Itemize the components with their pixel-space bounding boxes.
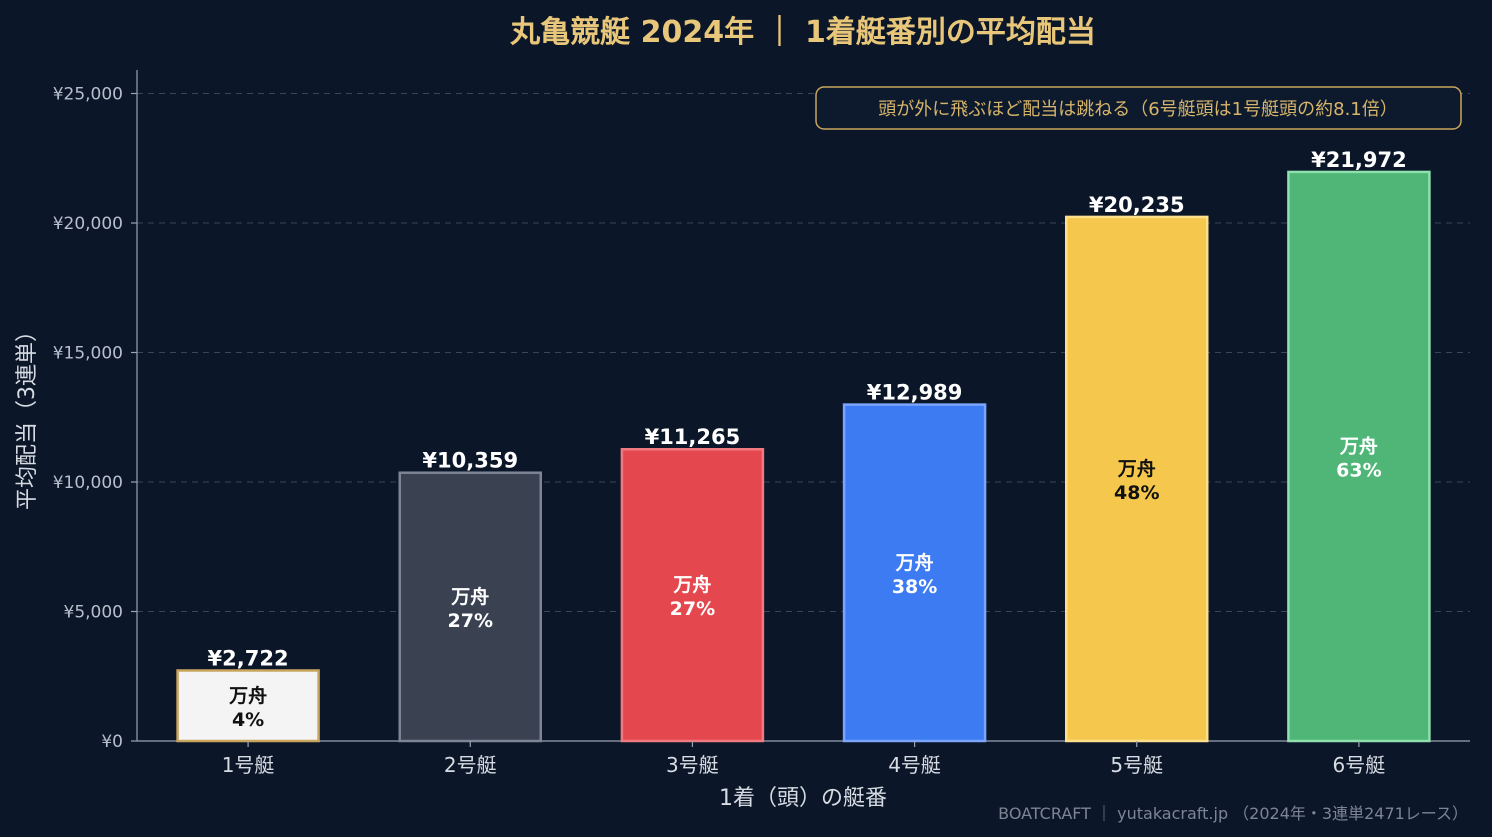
value-label: ¥2,722 (208, 647, 289, 671)
value-label: ¥21,972 (1311, 148, 1407, 172)
manshu-label: 万舟 (672, 573, 711, 596)
manshu-rate: 27% (448, 610, 493, 632)
x-axis-ticks: 1号艇 2号艇 3号艇 4号艇 5号艇 6号艇 (222, 741, 1386, 777)
value-label: ¥11,265 (645, 425, 741, 449)
x-tick-label: 2号艇 (444, 753, 497, 777)
manshu-label: 万舟 (1117, 457, 1156, 480)
value-label: ¥12,989 (867, 381, 963, 405)
bar (620, 447, 765, 743)
gridlines (137, 93, 1470, 612)
x-tick-label: 5号艇 (1110, 753, 1163, 777)
bar (1065, 215, 1209, 743)
x-tick-label: 3号艇 (666, 753, 719, 777)
manshu-rate: 27% (670, 598, 715, 620)
annotation-text: 頭が外に飛ぶほど配当は跳ねる（6号艇頭は1号艇頭の約8.1倍） (878, 99, 1398, 120)
x-tick-label: 4号艇 (888, 753, 941, 777)
y-tick-label: ¥0 (101, 732, 123, 752)
y-axis-ticks: ¥0 ¥5,000 ¥10,000 ¥15,000 ¥20,000 ¥25,000 (53, 85, 137, 752)
value-label: ¥10,359 (422, 449, 518, 473)
source-credit: BOATCRAFT ｜ yutakacraft.jp （2024年・3連単247… (998, 804, 1468, 823)
manshu-label: 万舟 (450, 585, 489, 608)
manshu-rate: 4% (232, 709, 264, 731)
manshu-rate: 63% (1336, 459, 1381, 481)
manshu-rate: 38% (892, 576, 937, 598)
x-tick-label: 1号艇 (222, 753, 275, 777)
y-tick-label: ¥10,000 (53, 473, 123, 493)
y-axis-title: 平均配当（3連単） (15, 320, 40, 510)
bar (398, 471, 542, 743)
y-tick-label: ¥20,000 (53, 214, 123, 234)
bar (1287, 170, 1431, 743)
chart-title: 丸亀競艇 2024年 ｜ 1着艇番別の平均配当 (509, 15, 1096, 50)
manshu-rate: 48% (1114, 482, 1159, 504)
annotation-box (815, 86, 1462, 130)
manshu-label: 万舟 (895, 551, 934, 574)
y-tick-label: ¥25,000 (53, 85, 123, 105)
manshu-label: 万舟 (228, 684, 267, 707)
y-tick-label: ¥15,000 (53, 344, 123, 364)
manshu-label: 万舟 (1339, 434, 1378, 457)
x-axis-title: 1着（頭）の艇番 (719, 786, 887, 811)
bar (842, 403, 987, 743)
value-label: ¥20,235 (1089, 193, 1185, 217)
y-tick-label: ¥5,000 (64, 603, 123, 623)
bars: ¥2,722万舟4%¥10,359万舟27%¥11,265万舟27%¥12,98… (176, 148, 1431, 743)
x-tick-label: 6号艇 (1333, 753, 1386, 777)
